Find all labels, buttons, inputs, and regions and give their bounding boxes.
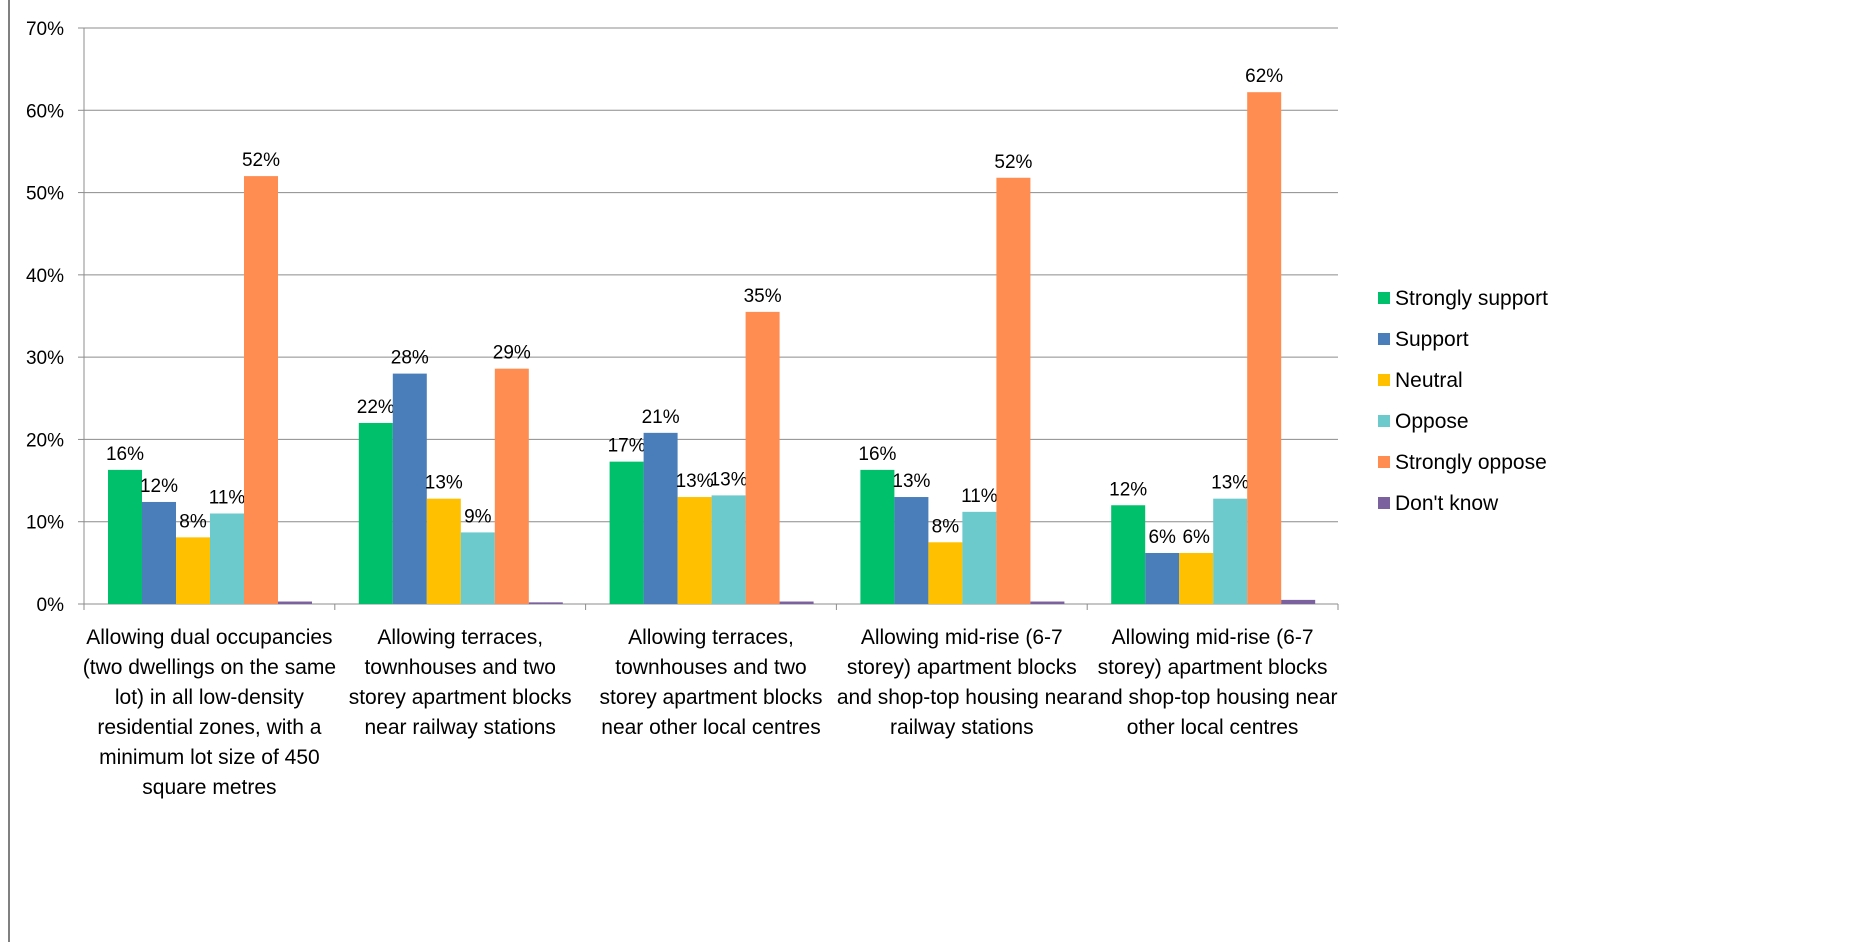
bar [962,511,997,604]
data-label: 13% [676,471,714,492]
bar [392,373,427,604]
legend-swatch [1378,333,1390,345]
category-label: storey apartment blocks [600,686,823,709]
y-tick-label: 60% [26,101,64,122]
data-label: 16% [858,444,896,465]
bar [711,495,746,604]
legend-swatch [1378,374,1390,386]
category-label: and shop-top housing near [837,686,1087,709]
category-label: near railway stations [364,716,555,739]
category-label: townhouses and two [364,656,555,679]
category-label: minimum lot size of 450 [99,746,320,769]
y-tick-label: 70% [26,19,64,40]
bar [1247,92,1282,604]
data-label: 9% [464,506,492,527]
bar [1213,498,1248,604]
bar [745,311,780,604]
bar [860,469,895,604]
category-label: (two dwellings on the same [83,656,336,679]
y-tick-label: 50% [26,184,64,205]
data-label: 62% [1245,66,1283,87]
bar [1111,505,1146,604]
legend-swatch [1378,456,1390,468]
category-label: residential zones, with a [97,716,321,739]
category-label: storey apartment blocks [349,686,572,709]
data-label: 28% [391,348,429,369]
data-label: 13% [710,469,748,490]
data-label: 12% [140,476,178,497]
bar [609,461,644,604]
data-label: 13% [425,473,463,494]
bar [142,501,176,604]
data-label: 35% [744,286,782,307]
data-label: 11% [209,487,246,508]
bar [677,497,712,604]
bar [278,601,312,604]
y-tick-label: 20% [26,430,64,451]
category-label: railway stations [890,716,1034,739]
bar [996,177,1031,604]
data-label: 12% [1109,479,1147,500]
data-label: 21% [642,407,680,428]
bar [358,422,393,604]
y-tick-label: 40% [26,266,64,287]
y-tick-label: 30% [26,348,64,369]
bar [244,176,278,604]
data-label: 13% [1211,473,1249,494]
category-label: and shop-top housing near [1088,686,1338,709]
bar [210,513,244,604]
category-label: Allowing mid-rise (6-7 [861,626,1063,649]
bar [176,537,210,604]
data-label: 16% [106,444,144,465]
bar [1030,601,1065,604]
data-label: 22% [357,397,395,418]
legend-label: Don't know [1395,492,1499,515]
legend-swatch [1378,497,1390,509]
category-label: lot) in all low-density [115,686,305,709]
category-label: square metres [142,776,276,799]
bar [108,469,142,604]
bar [528,602,563,604]
data-label: 52% [242,150,280,171]
data-label: 6% [1148,527,1176,548]
bar [894,497,929,604]
category-label: Allowing dual occupancies [86,626,332,649]
legend-label: Strongly oppose [1395,451,1547,474]
category-label: storey) apartment blocks [847,656,1077,679]
category-label: storey) apartment blocks [1098,656,1328,679]
y-tick-label: 0% [37,595,65,616]
data-label: 6% [1182,527,1210,548]
data-label: 8% [932,516,960,537]
bar [928,542,963,604]
data-label: 8% [179,511,207,532]
category-label: other local centres [1127,716,1299,739]
bar [1179,552,1214,604]
legend-label: Oppose [1395,410,1469,433]
category-label: near other local centres [601,716,820,739]
category-label: Allowing mid-rise (6-7 [1112,626,1314,649]
bar [494,368,529,604]
legend-label: Support [1395,328,1469,351]
legend-label: Neutral [1395,369,1463,392]
bar [1281,599,1316,604]
data-label: 13% [892,471,930,492]
legend-swatch [1378,415,1390,427]
bar [779,601,814,604]
bar [643,432,678,604]
data-label: 29% [493,343,531,364]
data-label: 17% [608,436,646,457]
category-label: Allowing terraces, [377,626,543,649]
data-label: 52% [994,152,1032,173]
legend-swatch [1378,292,1390,304]
bar [1145,552,1180,604]
legend-label: Strongly support [1395,287,1548,310]
category-label: Allowing terraces, [628,626,794,649]
bar [460,532,495,604]
category-label: townhouses and two [615,656,806,679]
bar [426,498,461,604]
y-tick-label: 10% [26,513,64,534]
data-label: 11% [961,486,998,507]
